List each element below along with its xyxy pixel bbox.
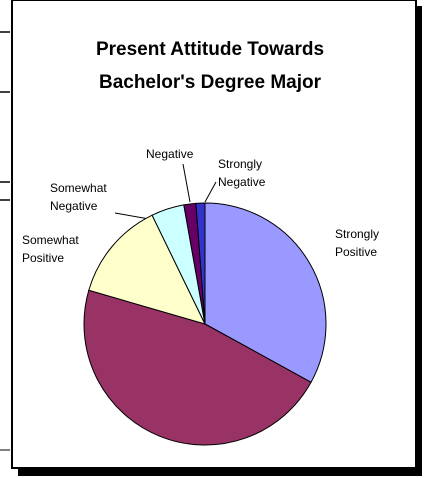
chart-title: Present Attitude Towards (96, 39, 324, 60)
slice-label: Strongly Negative (218, 157, 266, 189)
pie-slice (88, 214, 206, 325)
pie-slice (83, 289, 312, 446)
background-frame (0, 31, 10, 451)
pie-slice (204, 202, 327, 383)
chart-title: Bachelor's Degree Major (99, 72, 322, 93)
slice-label: Negative (146, 147, 194, 161)
slice-label: Somewhat Positive (22, 233, 79, 265)
slice-label: Strongly Positive (335, 227, 379, 259)
slice-label: Somewhat Negative (50, 181, 107, 213)
pie-slice (195, 202, 206, 325)
